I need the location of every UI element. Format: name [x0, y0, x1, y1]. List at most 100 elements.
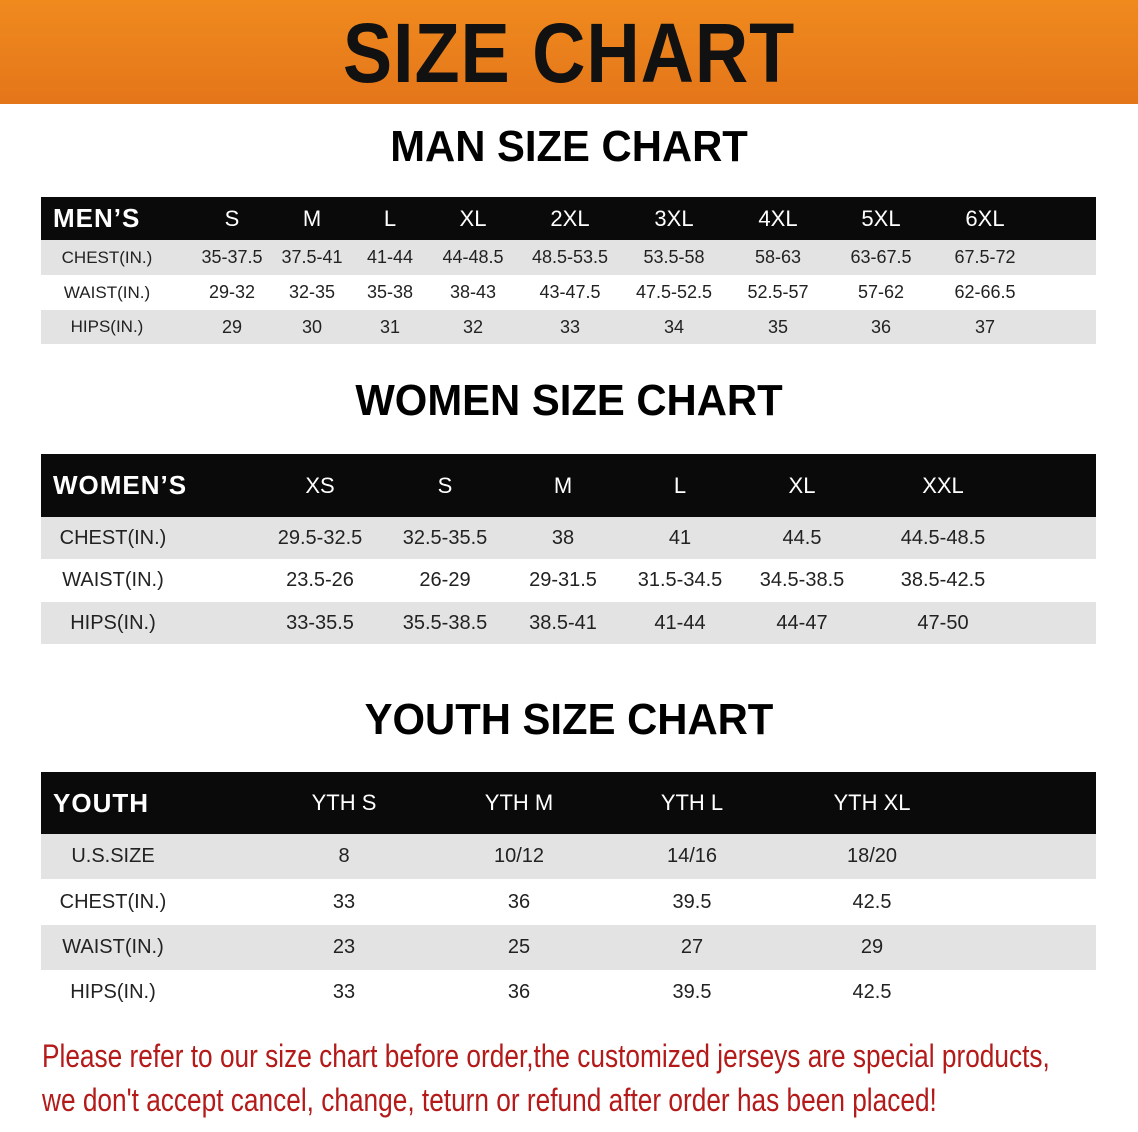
table-cell: 26-29 [419, 569, 471, 591]
table-cell: 18/20 [846, 845, 898, 867]
table-row: WAIST(IN.) 23.5-26 26-29 29-31.5 31.5-34.5 34… [41, 559, 1096, 602]
table-cell: 47.5-52.5 [635, 282, 713, 302]
size-header-cell: YTH L [660, 790, 724, 815]
size-header-cell: XXL [922, 472, 964, 498]
table-cell: 41-44 [654, 611, 706, 634]
table-cell: 44-47 [776, 611, 828, 634]
table-row: CHEST(IN.) 29.5-32.5 32.5-35.5 38 41 44.5 44.5… [41, 517, 1096, 559]
table-cell: 53.5-58 [643, 247, 705, 267]
table-title-cell: MEN’S [53, 203, 141, 233]
table-cell: 14/16 [666, 845, 718, 867]
table-cell: 36 [507, 890, 531, 913]
table-cell: 32-35 [288, 282, 336, 302]
size-header-cell: 5XL [861, 205, 901, 231]
table-row: HIPS(IN.) 29 30 31 32 33 34 35 36 37 [41, 310, 1096, 344]
size-header-cell: L [673, 472, 687, 498]
size-header-cell: YTH XL [833, 790, 911, 815]
table-cell: 33 [332, 890, 356, 913]
table-cell: 30 [301, 316, 323, 337]
table-cell: 52.5-57 [747, 282, 809, 302]
women-section-title: WOMEN SIZE CHART [355, 376, 783, 425]
table-cell: 38 [551, 526, 575, 549]
table-cell: 39.5 [672, 890, 712, 913]
table-cell: 35 [767, 316, 789, 337]
size-header-cell: YTH M [484, 790, 554, 815]
women-header-row: WOMEN’S XS S M L XL XXL [41, 454, 1096, 517]
measurement-label: CHEST(IN.) [59, 526, 167, 549]
table-row: HIPS(IN.) 33 36 39.5 42.5 [41, 970, 1096, 1015]
footer-notice-line-1: Please refer to our size chart before or… [42, 1038, 1050, 1074]
table-cell: 37.5-41 [281, 247, 343, 267]
table-cell: 43-47.5 [539, 282, 601, 302]
table-row: HIPS(IN.) 33-35.5 35.5-38.5 38.5-41 41-44 44-… [41, 602, 1096, 644]
measurement-label: HIPS(IN.) [70, 317, 144, 336]
table-cell: 44.5-48.5 [900, 526, 986, 549]
table-cell: 42.5 [852, 890, 892, 913]
table-cell: 36 [507, 981, 531, 1003]
men-size-table: MEN’S S M L XL 2XL 3XL 4XL 5XL 6XL CHEST(IN.) 35-37… [41, 197, 1096, 344]
measurement-label: WAIST(IN.) [62, 569, 164, 591]
table-cell: 36 [870, 316, 892, 337]
measurement-label: WAIST(IN.) [63, 282, 151, 302]
table-cell: 25 [507, 936, 531, 958]
youth-section-title: YOUTH SIZE CHART [364, 695, 774, 744]
table-cell: 38.5-41 [529, 611, 597, 634]
size-header-cell: 2XL [550, 205, 590, 231]
table-cell: 32.5-35.5 [402, 526, 488, 549]
table-cell: 29 [221, 316, 243, 337]
table-cell: 48.5-53.5 [531, 247, 609, 267]
table-cell: 35.5-38.5 [402, 611, 488, 634]
size-header-cell: L [383, 205, 397, 231]
table-cell: 62-66.5 [954, 282, 1016, 302]
table-cell: 41 [668, 526, 692, 549]
size-header-cell: M [553, 472, 573, 498]
table-cell: 44.5 [782, 526, 822, 549]
table-cell: 27 [680, 936, 704, 958]
table-cell: 23 [332, 936, 356, 958]
table-cell: 44-48.5 [442, 247, 504, 267]
measurement-label: WAIST(IN.) [62, 936, 164, 958]
table-cell: 23.5-26 [286, 569, 354, 591]
size-header-cell: S [224, 205, 240, 231]
measurement-label: HIPS(IN.) [70, 981, 156, 1003]
table-cell: 67.5-72 [954, 247, 1016, 267]
table-cell: 29 [860, 936, 884, 958]
size-header-cell: 3XL [654, 205, 694, 231]
men-section-title: MAN SIZE CHART [390, 122, 748, 171]
table-cell: 38.5-42.5 [900, 569, 986, 591]
table-cell: 29-31.5 [529, 569, 597, 591]
table-cell: 31 [379, 316, 401, 337]
table-cell: 32 [462, 316, 484, 337]
size-header-cell: 6XL [965, 205, 1005, 231]
table-cell: 33-35.5 [286, 611, 354, 634]
table-cell: 41-44 [366, 247, 414, 267]
women-size-table: WOMEN’S XS S M L XL XXL CHEST(IN.) 29.5-32.5 32.5… [41, 454, 1096, 644]
measurement-label: HIPS(IN.) [70, 611, 156, 634]
size-chart-banner: SIZE CHART [0, 0, 1138, 104]
size-header-cell: XL [788, 472, 816, 498]
youth-size-table: YOUTH YTH S YTH M YTH L YTH XL U.S.SIZE 8 10/12… [41, 772, 1096, 1015]
size-header-cell: S [437, 472, 453, 498]
table-cell: 47-50 [917, 611, 969, 634]
table-cell: 42.5 [852, 981, 892, 1003]
size-header-cell: 4XL [758, 205, 798, 231]
table-row: WAIST(IN.) 23 25 27 29 [41, 925, 1096, 970]
size-header-cell: YTH S [311, 790, 377, 815]
table-row: CHEST(IN.) 33 36 39.5 42.5 [41, 879, 1096, 925]
size-header-cell: XS [305, 472, 335, 498]
footer-notice-line-2: we don't accept cancel, change, teturn o… [42, 1082, 937, 1118]
measurement-label: U.S.SIZE [71, 845, 155, 867]
size-header-cell: XL [459, 205, 487, 231]
table-cell: 35-37.5 [201, 247, 263, 267]
table-cell: 58-63 [754, 247, 802, 267]
table-cell: 29-32 [208, 282, 256, 302]
table-cell: 10/12 [493, 845, 545, 867]
table-cell: 34.5-38.5 [759, 569, 845, 591]
size-header-cell: M [302, 205, 322, 231]
table-cell: 29.5-32.5 [277, 526, 363, 549]
table-cell: 63-67.5 [850, 247, 912, 267]
table-cell: 37 [974, 316, 996, 337]
table-cell: 39.5 [672, 981, 712, 1003]
measurement-label: CHEST(IN.) [61, 247, 153, 267]
table-cell: 31.5-34.5 [637, 569, 723, 591]
